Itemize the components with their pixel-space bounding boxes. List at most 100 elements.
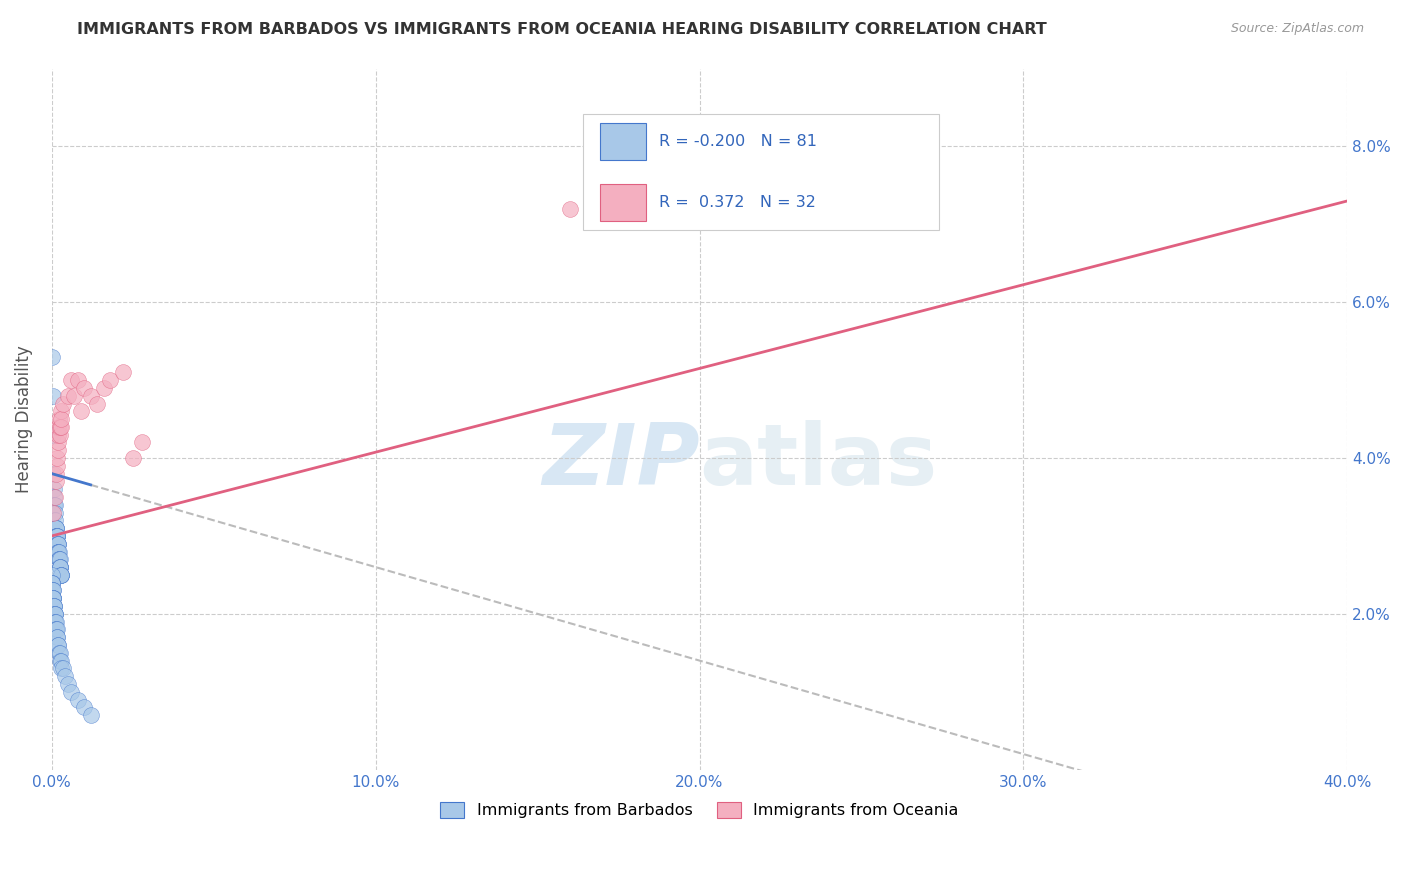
Point: [79, 708, 101, 723]
Point: [56, 389, 79, 403]
Point: [46, 537, 69, 551]
Point: [49, 560, 72, 574]
Point: [42, 591, 65, 606]
Text: IMMIGRANTS FROM BARBADOS VS IMMIGRANTS FROM OCEANIA HEARING DISABILITY CORRELATI: IMMIGRANTS FROM BARBADOS VS IMMIGRANTS F…: [77, 22, 1047, 37]
Point: [48, 552, 70, 566]
Point: [44, 615, 66, 629]
Point: [42, 591, 65, 606]
Point: [49, 560, 72, 574]
Point: [44, 498, 66, 512]
Point: [41, 583, 63, 598]
Point: [45, 521, 67, 535]
Point: [52, 396, 75, 410]
Point: [121, 450, 143, 465]
Point: [45, 623, 67, 637]
Point: [45, 475, 67, 489]
Point: [45, 630, 67, 644]
Point: [41, 575, 63, 590]
Point: [46, 537, 69, 551]
Point: [60, 685, 83, 699]
Point: [45, 521, 67, 535]
Point: [44, 607, 66, 621]
Point: [79, 389, 101, 403]
Point: [53, 669, 76, 683]
Point: [49, 420, 72, 434]
Point: [42, 490, 65, 504]
Point: [42, 599, 65, 613]
Point: [131, 435, 153, 450]
Point: [42, 506, 65, 520]
Point: [48, 552, 70, 566]
Point: [49, 560, 72, 574]
Text: ZIP: ZIP: [541, 419, 700, 503]
Point: [44, 513, 66, 527]
Point: [49, 654, 72, 668]
Point: [51, 567, 73, 582]
FancyBboxPatch shape: [600, 185, 647, 220]
Point: [42, 467, 65, 481]
Point: [45, 467, 67, 481]
Point: [51, 412, 73, 426]
Point: [42, 599, 65, 613]
Point: [41, 575, 63, 590]
Point: [45, 458, 67, 473]
Point: [51, 661, 73, 675]
Point: [46, 420, 69, 434]
Point: [45, 623, 67, 637]
Point: [558, 202, 581, 216]
Point: [45, 521, 67, 535]
Point: [41, 575, 63, 590]
FancyBboxPatch shape: [600, 123, 647, 160]
Text: atlas: atlas: [700, 419, 938, 503]
Point: [41, 583, 63, 598]
Point: [44, 615, 66, 629]
Point: [111, 365, 134, 379]
Point: [51, 404, 73, 418]
Point: [46, 544, 69, 558]
Point: [42, 482, 65, 496]
Point: [45, 529, 67, 543]
Point: [42, 591, 65, 606]
Point: [48, 646, 70, 660]
Point: [45, 450, 67, 465]
Point: [51, 567, 73, 582]
Point: [86, 396, 108, 410]
Point: [46, 443, 69, 458]
Point: [46, 638, 69, 652]
Point: [70, 404, 93, 418]
Point: [45, 623, 67, 637]
Point: [42, 427, 65, 442]
Point: [49, 654, 72, 668]
Point: [41, 350, 63, 364]
Point: [48, 646, 70, 660]
Point: [754, 139, 776, 153]
Point: [45, 529, 67, 543]
FancyBboxPatch shape: [583, 114, 939, 230]
Point: [66, 373, 89, 387]
Point: [66, 692, 89, 706]
Point: [45, 529, 67, 543]
Legend: Immigrants from Barbados, Immigrants from Oceania: Immigrants from Barbados, Immigrants fro…: [434, 796, 965, 825]
Point: [52, 661, 75, 675]
Point: [46, 638, 69, 652]
Point: [46, 544, 69, 558]
Point: [48, 427, 70, 442]
Point: [48, 412, 70, 426]
Point: [49, 567, 72, 582]
Point: [41, 389, 63, 403]
Point: [63, 389, 86, 403]
Point: [56, 677, 79, 691]
Point: [45, 615, 67, 629]
Point: [44, 607, 66, 621]
Point: [46, 537, 69, 551]
Point: [48, 552, 70, 566]
Point: [42, 591, 65, 606]
Point: [45, 529, 67, 543]
Point: [73, 700, 96, 714]
Point: [44, 506, 66, 520]
Y-axis label: Hearing Disability: Hearing Disability: [15, 345, 32, 493]
Point: [41, 583, 63, 598]
Point: [41, 567, 63, 582]
Point: [46, 544, 69, 558]
Point: [93, 381, 115, 395]
